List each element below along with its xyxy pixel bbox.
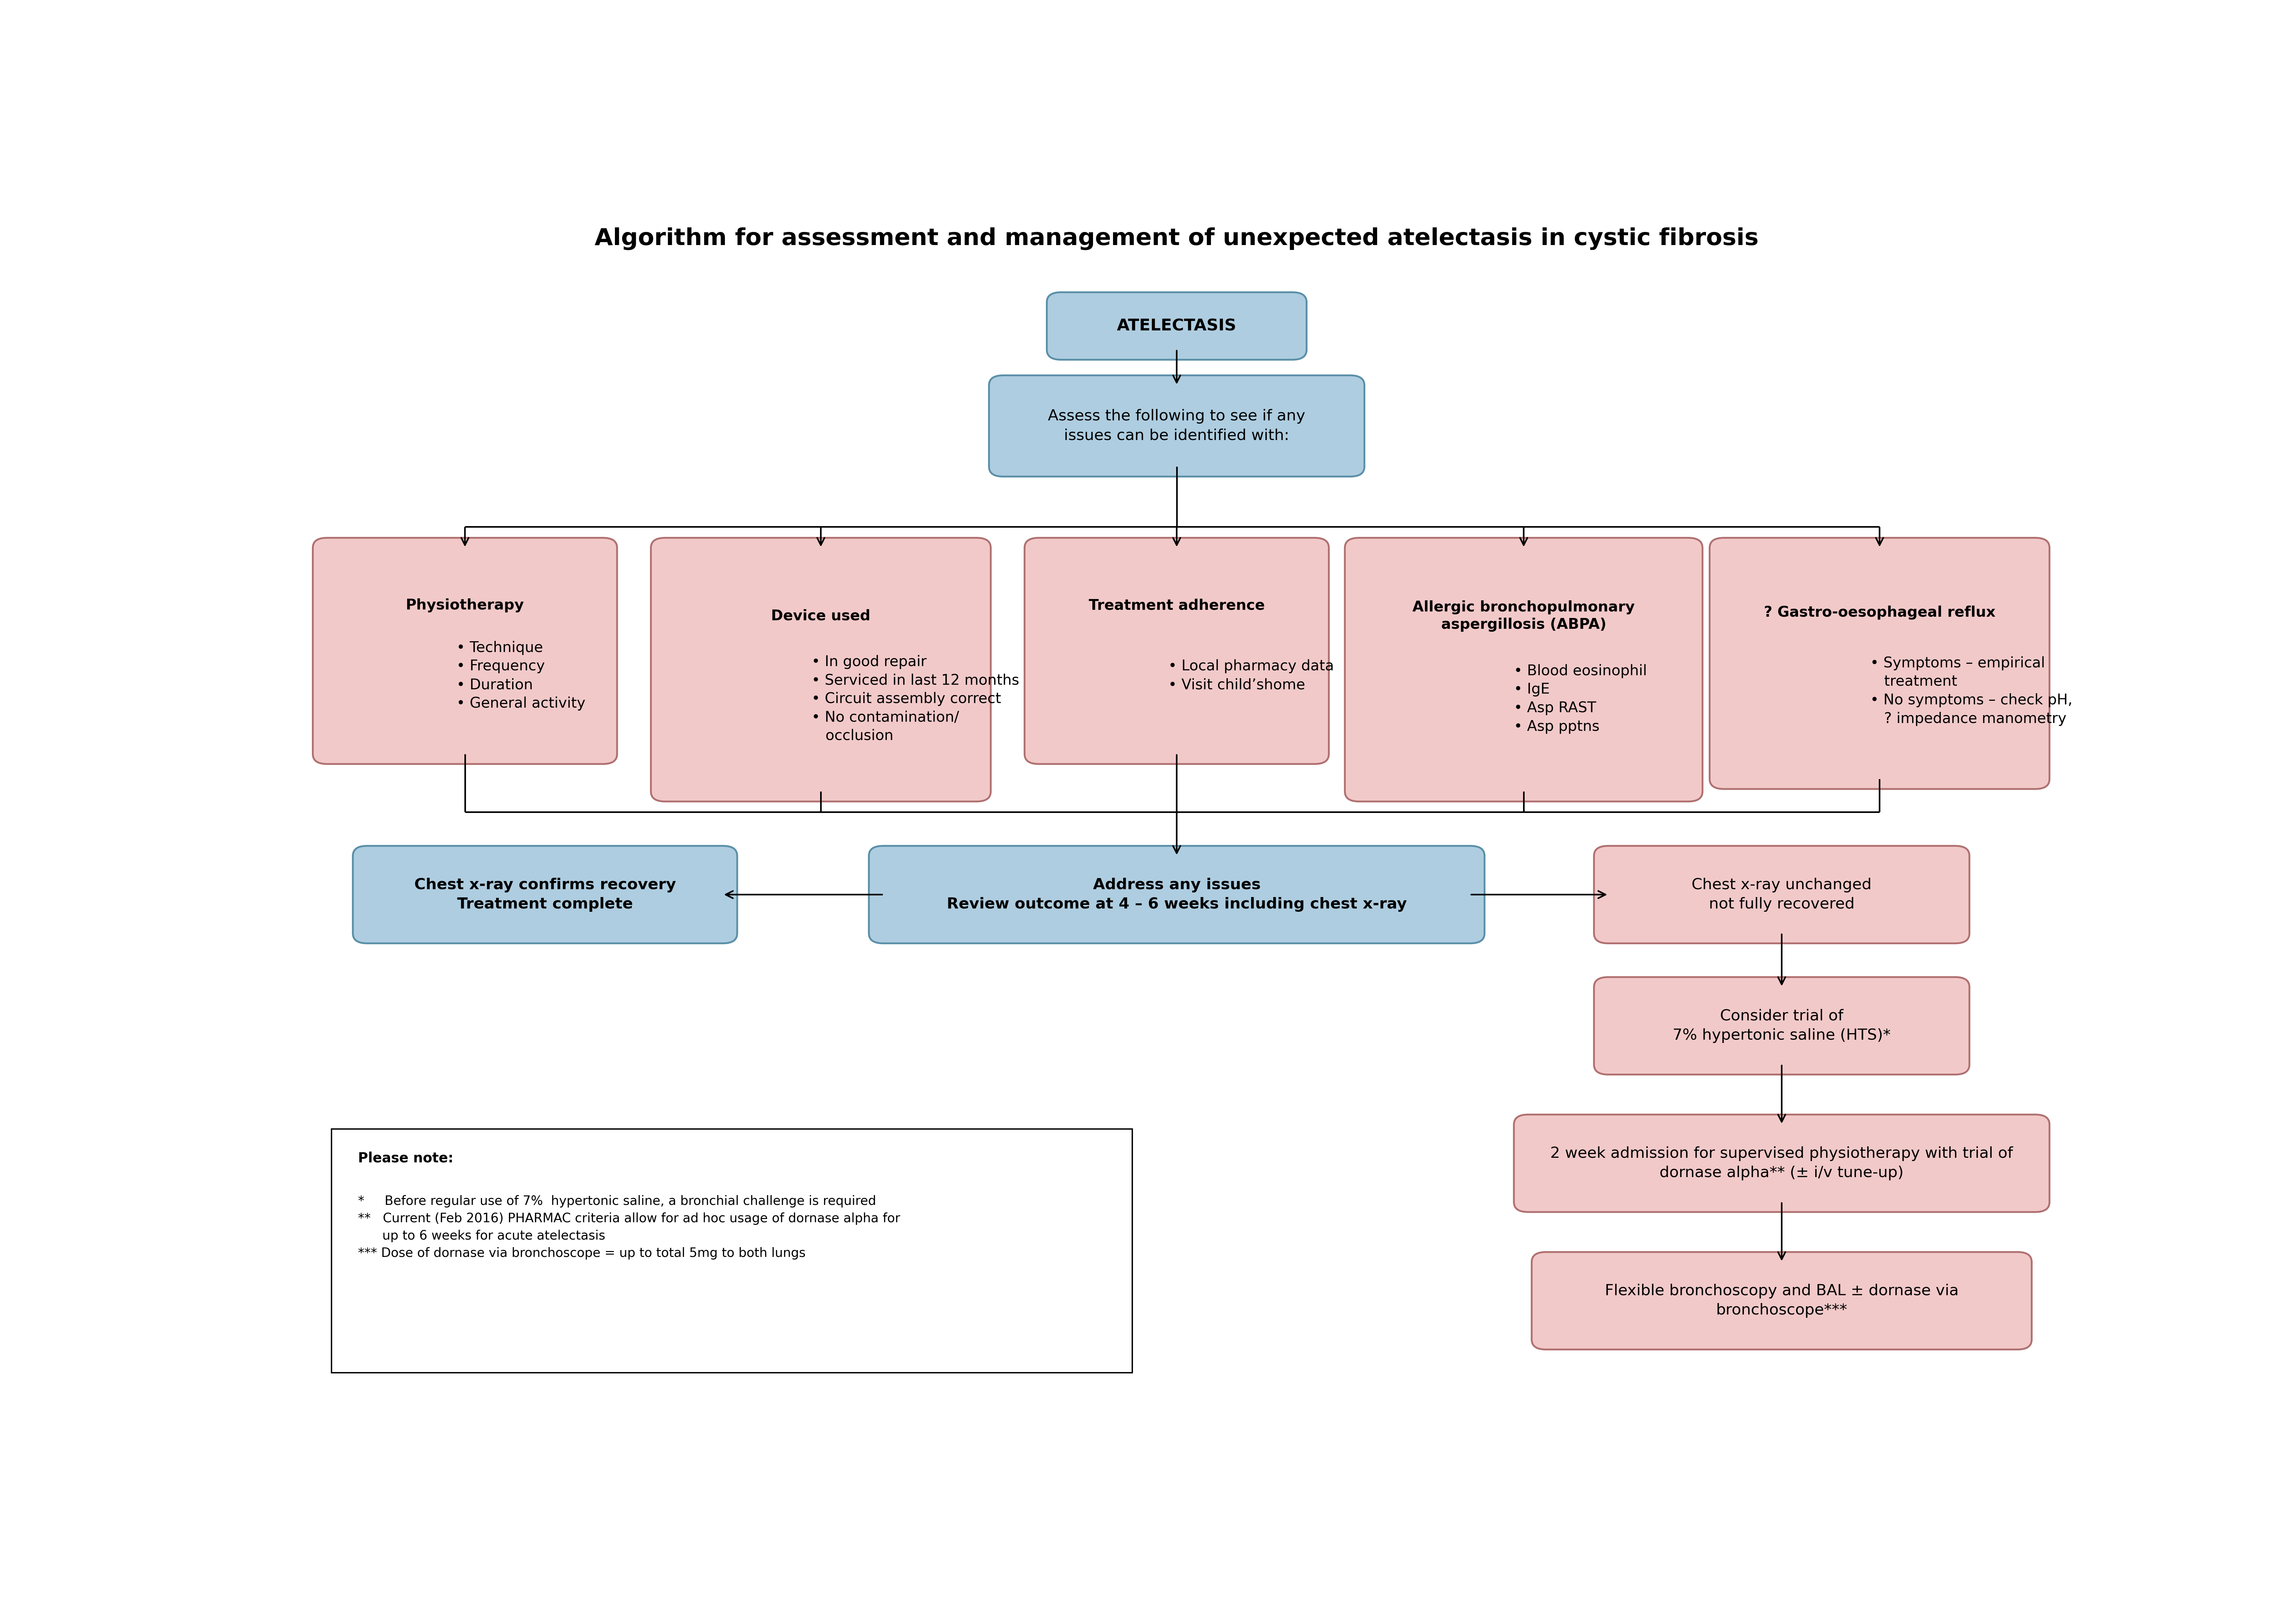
FancyBboxPatch shape [868, 846, 1486, 943]
Text: *     Before regular use of 7%  hypertonic saline, a bronchial challenge is requ: * Before regular use of 7% hypertonic sa… [358, 1195, 900, 1259]
FancyBboxPatch shape [354, 846, 737, 943]
FancyBboxPatch shape [1024, 537, 1329, 764]
Text: • Blood eosinophil
• IgE
• Asp RAST
• Asp pptns: • Blood eosinophil • IgE • Asp RAST • As… [1513, 664, 1646, 734]
FancyBboxPatch shape [1513, 1115, 2050, 1212]
Text: Chest x-ray unchanged
not fully recovered: Chest x-ray unchanged not fully recovere… [1692, 878, 1871, 912]
FancyBboxPatch shape [1531, 1251, 2032, 1349]
Text: • Local pharmacy data
• Visit child’shome: • Local pharmacy data • Visit child’shom… [1169, 659, 1334, 691]
FancyBboxPatch shape [650, 537, 992, 802]
Text: • Symptoms – empirical
   treatment
• No symptoms – check pH,
   ? impedance man: • Symptoms – empirical treatment • No sy… [1871, 656, 2073, 725]
Text: Address any issues
Review outcome at 4 – 6 weeks including chest x-ray: Address any issues Review outcome at 4 –… [946, 878, 1407, 912]
Text: 2 week admission for supervised physiotherapy with trial of
dornase alpha** (± i: 2 week admission for supervised physioth… [1550, 1146, 2014, 1180]
Text: ATELECTASIS: ATELECTASIS [1116, 318, 1238, 334]
FancyBboxPatch shape [1345, 537, 1704, 802]
Text: Flexible bronchoscopy and BAL ± dornase via
bronchoscope***: Flexible bronchoscopy and BAL ± dornase … [1605, 1284, 1958, 1318]
FancyBboxPatch shape [1593, 977, 1970, 1074]
FancyBboxPatch shape [1711, 537, 2050, 789]
Text: ? Gastro-oesophageal reflux: ? Gastro-oesophageal reflux [1763, 605, 1995, 620]
Text: Algorithm for assessment and management of unexpected atelectasis in cystic fibr: Algorithm for assessment and management … [595, 227, 1759, 250]
FancyBboxPatch shape [331, 1130, 1132, 1373]
Text: • In good repair
• Serviced in last 12 months
• Circuit assembly correct
• No co: • In good repair • Serviced in last 12 m… [810, 654, 1019, 743]
Text: Allergic bronchopulmonary
aspergillosis (ABPA): Allergic bronchopulmonary aspergillosis … [1412, 601, 1635, 631]
Text: Treatment adherence: Treatment adherence [1088, 599, 1265, 612]
FancyBboxPatch shape [1593, 846, 1970, 943]
FancyBboxPatch shape [1047, 292, 1306, 360]
Text: Please note:: Please note: [358, 1151, 455, 1165]
FancyBboxPatch shape [990, 375, 1364, 477]
Text: Consider trial of
7% hypertonic saline (HTS)*: Consider trial of 7% hypertonic saline (… [1674, 1010, 1890, 1044]
Text: • Technique
• Frequency
• Duration
• General activity: • Technique • Frequency • Duration • Gen… [457, 641, 585, 711]
Text: Physiotherapy: Physiotherapy [406, 599, 523, 612]
Text: Chest x-ray confirms recovery
Treatment complete: Chest x-ray confirms recovery Treatment … [413, 878, 675, 912]
FancyBboxPatch shape [312, 537, 618, 764]
Text: Assess the following to see if any
issues can be identified with:: Assess the following to see if any issue… [1047, 409, 1306, 443]
Text: Device used: Device used [771, 609, 870, 623]
